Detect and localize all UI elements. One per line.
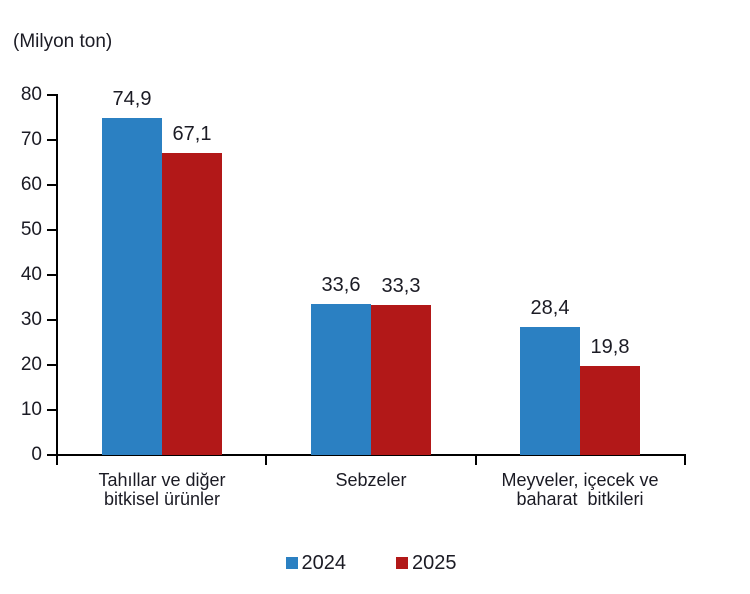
- y-tick: [47, 454, 57, 456]
- legend: 2024 2025: [57, 552, 685, 574]
- bar-2025: [580, 366, 640, 455]
- y-tick-label: 40: [20, 264, 42, 285]
- legend-label: 2024: [301, 552, 347, 574]
- x-axis: [56, 454, 686, 456]
- y-tick-label: 30: [20, 309, 42, 330]
- legend-item-2025: 2025: [396, 552, 457, 574]
- y-tick-label: 50: [20, 219, 42, 240]
- y-tick: [47, 364, 57, 366]
- y-tick: [47, 409, 57, 411]
- y-tick: [47, 184, 57, 186]
- category-label: Sebzeler: [335, 470, 407, 490]
- x-tick: [265, 454, 268, 465]
- unit-label: (Milyon ton): [13, 31, 113, 52]
- value-label: 33,3: [381, 275, 421, 297]
- value-label: 33,6: [321, 274, 361, 296]
- x-tick: [684, 454, 686, 465]
- bar-2025: [162, 153, 222, 455]
- legend-swatch-2025: [396, 557, 408, 569]
- y-tick-label: 80: [20, 84, 42, 105]
- category-label: Meyveler, içecek ve baharat bitkileri: [501, 470, 659, 509]
- bar-2024: [102, 118, 162, 455]
- y-tick: [47, 229, 57, 231]
- y-tick-label: 0: [31, 444, 42, 465]
- legend-item-2024: 2024: [285, 552, 347, 574]
- category-label: Tahıllar ve diğer bitkisel ürünler: [98, 470, 226, 509]
- x-tick: [56, 454, 58, 465]
- legend-swatch-2024: [285, 557, 298, 569]
- x-tick: [474, 454, 477, 465]
- y-tick: [47, 274, 57, 276]
- bar-2024: [520, 327, 580, 455]
- value-label: 28,4: [530, 297, 570, 319]
- y-tick-label: 60: [20, 174, 42, 195]
- value-label: 74,9: [112, 88, 152, 110]
- y-tick: [47, 94, 57, 96]
- y-axis: [56, 94, 58, 456]
- y-tick: [47, 139, 57, 141]
- y-tick-label: 20: [20, 354, 42, 375]
- y-tick-label: 70: [20, 129, 42, 150]
- bar-2025: [371, 305, 431, 455]
- value-label: 67,1: [172, 123, 212, 145]
- bar-2024: [311, 304, 371, 455]
- value-label: 19,8: [590, 336, 630, 358]
- y-tick: [47, 319, 57, 321]
- y-tick-label: 10: [20, 399, 42, 420]
- legend-label: 2025: [412, 552, 457, 574]
